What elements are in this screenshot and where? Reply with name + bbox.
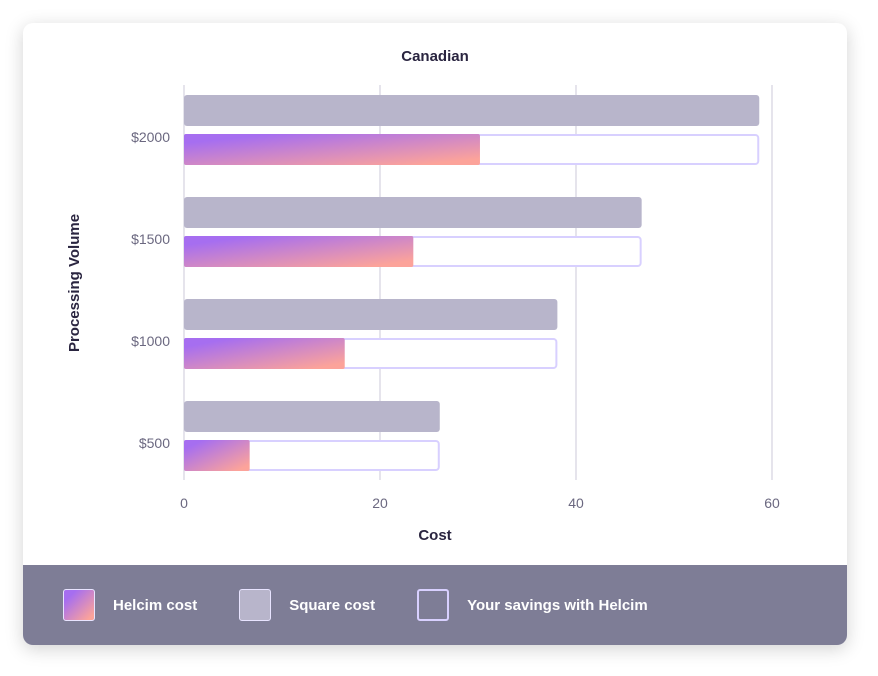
legend-item-savings: Your savings with Helcim [417, 589, 648, 621]
legend-item-helcim: Helcim cost [63, 589, 197, 621]
y-tick-label: $1500 [131, 231, 170, 247]
legend: Helcim cost Square cost Your savings wit… [23, 565, 847, 645]
helcim-cost-bar [184, 236, 414, 267]
helcim-swatch [63, 589, 95, 621]
chart-card: Canadian Cost Processing Volume 0 20 40 60 … [23, 23, 847, 645]
helcim-cost-bar [184, 440, 250, 471]
x-axis-label: Cost [418, 527, 451, 544]
square-cost-bar [184, 197, 642, 228]
y-tick-label: $500 [139, 435, 170, 451]
square-cost-bar [184, 299, 558, 330]
bar-chart: Canadian Cost Processing Volume 0 20 40 60 … [66, 48, 780, 544]
y-axis-label: Processing Volume [66, 214, 83, 352]
legend-item-square: Square cost [239, 589, 375, 621]
legend-label: Your savings with Helcim [467, 596, 648, 614]
y-tick-label: $2000 [131, 129, 170, 145]
square-cost-bar [184, 401, 440, 432]
square-cost-bar [184, 95, 760, 126]
square-swatch [239, 589, 272, 621]
x-tick-label: 60 [764, 495, 780, 511]
helcim-cost-bar [184, 134, 480, 165]
x-tick-label: 40 [568, 495, 584, 511]
legend-label: Helcim cost [113, 596, 198, 614]
x-tick-label: 20 [372, 495, 388, 511]
savings-swatch [417, 589, 450, 621]
legend-label: Square cost [289, 596, 376, 614]
y-tick-label: $1000 [131, 333, 170, 349]
chart-title: Canadian [401, 48, 469, 65]
helcim-cost-bar [184, 338, 345, 369]
x-tick-label: 0 [180, 495, 188, 511]
